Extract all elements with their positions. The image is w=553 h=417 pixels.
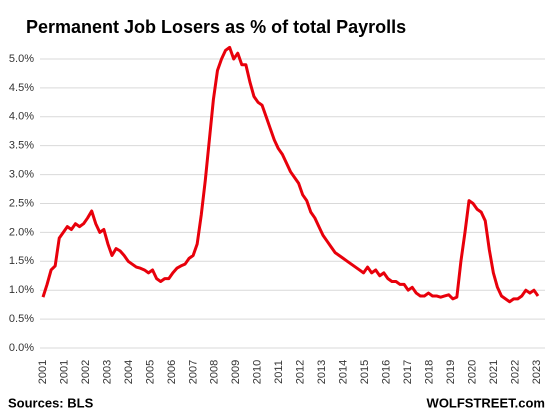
x-tick-label: 2021 xyxy=(488,360,500,384)
x-tick-label: 2022 xyxy=(509,360,521,384)
line-series xyxy=(41,45,540,304)
x-tick-label: 2012 xyxy=(295,360,307,384)
x-tick-label: 2001 xyxy=(58,360,70,384)
y-tick-label: 4.0% xyxy=(9,111,34,123)
x-tick-label: 2005 xyxy=(144,360,156,384)
y-tick-label: 0.5% xyxy=(9,313,34,325)
x-tick-label: 2002 xyxy=(80,360,92,384)
x-tick-label: 2010 xyxy=(252,360,264,384)
source: Sources: BLS xyxy=(8,395,94,410)
x-tick-label: 2016 xyxy=(381,360,393,384)
x-tick-label: 2006 xyxy=(166,360,178,384)
x-tick-label: 2007 xyxy=(187,360,199,384)
x-tick-label: 2023 xyxy=(531,360,543,384)
y-tick-label: 0.0% xyxy=(9,342,34,354)
x-tick-label: 2018 xyxy=(424,360,436,384)
x-tick-label: 2017 xyxy=(402,360,414,384)
chart-title: Permanent Job Losers as % of total Payro… xyxy=(26,17,406,37)
x-tick-label: 2004 xyxy=(123,360,135,384)
x-tick-label: 2003 xyxy=(101,360,113,384)
y-tick-label: 3.5% xyxy=(9,140,34,152)
y-tick-label: 1.5% xyxy=(9,255,34,267)
y-tick-label: 3.0% xyxy=(9,168,34,180)
x-tick-label: 2020 xyxy=(466,360,478,384)
x-tick-label: 2014 xyxy=(338,360,350,384)
x-tick-label: 2013 xyxy=(316,360,328,384)
brand: WOLFSTREET.com xyxy=(427,395,545,410)
y-tick-label: 2.5% xyxy=(9,197,34,209)
x-tick-label: 2001 xyxy=(37,360,49,384)
x-tick-label: 2019 xyxy=(445,360,457,384)
x-tick-label: 2009 xyxy=(230,360,242,384)
y-tick-label: 5.0% xyxy=(9,53,34,65)
x-tick-label: 2008 xyxy=(209,360,221,384)
y-tick-label: 1.0% xyxy=(9,284,34,296)
x-tick-label: 2015 xyxy=(359,360,371,384)
y-tick-label: 4.5% xyxy=(9,82,34,94)
y-tick-label: 2.0% xyxy=(9,226,34,238)
x-tick-label: 2011 xyxy=(273,360,285,384)
